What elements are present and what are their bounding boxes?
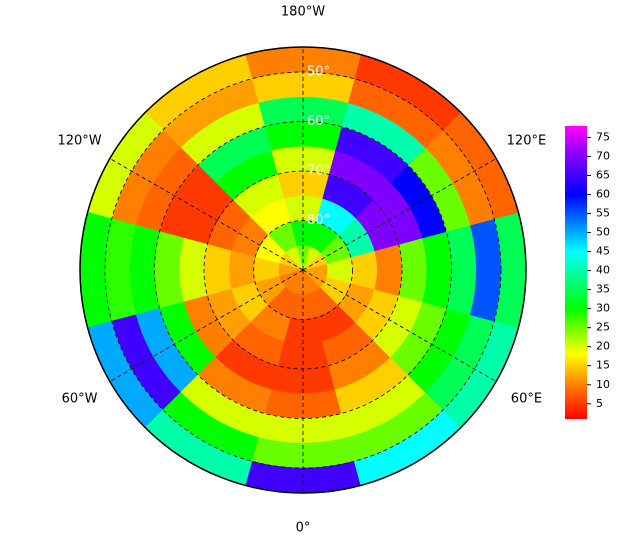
grid-cell <box>179 237 208 303</box>
colorbar-tick-label: 65 <box>596 168 610 181</box>
map-border <box>79 46 527 494</box>
colorbar: 5 10 15 20 25 30 35 40 45 50 55 60 65 70 75 <box>565 126 610 419</box>
grid-cell <box>154 231 184 309</box>
longitude-label: 60°E <box>511 392 542 407</box>
colorbar-tick-label: 10 <box>596 378 610 391</box>
colorbar-tick-label: 55 <box>596 207 610 220</box>
meridian-line <box>302 158 497 271</box>
colorbar-tick-label: 30 <box>596 302 610 315</box>
colorbar-tick-label: 45 <box>596 245 610 258</box>
grid-cell <box>374 244 403 296</box>
grid-cell <box>398 237 427 303</box>
latitude-label: 70° <box>307 164 330 179</box>
grid-cell <box>350 250 378 290</box>
colorbar-tick-label: 15 <box>596 359 610 372</box>
colorbar-tick-label: 50 <box>596 226 610 239</box>
latitude-label: 60° <box>307 114 330 129</box>
colorbar-tick-label: 20 <box>596 340 610 353</box>
longitude-label: 180°W <box>281 5 325 20</box>
colorbar-tick-label: 70 <box>596 149 610 162</box>
grid-cell <box>203 244 232 296</box>
longitude-label: 120°W <box>57 134 101 149</box>
meridian-line <box>109 269 304 382</box>
latitude-label: 80° <box>307 213 330 228</box>
colorbar-tick-label: 40 <box>596 264 610 277</box>
graticule <box>104 47 502 493</box>
meridian-line <box>109 158 304 271</box>
grid-cell <box>228 250 256 290</box>
longitude-label: 60°W <box>62 392 98 407</box>
meridian-line <box>302 269 497 382</box>
latitude-label: 50° <box>307 65 330 80</box>
grid-cell <box>422 231 452 309</box>
colorbar-tick-label: 25 <box>596 321 610 334</box>
colorbar-tick-label: 5 <box>596 397 603 410</box>
colorbar-tick-label: 35 <box>596 283 610 296</box>
longitude-label: 0° <box>296 521 311 536</box>
colorbar-ramp <box>565 126 587 419</box>
labels: 50° 60° 70° 80° 180°W 120°E 60°E 0° 60°W 120°W <box>57 5 546 536</box>
longitude-label: 120°E <box>507 134 547 149</box>
colorbar-tick-label: 60 <box>596 187 610 200</box>
colorbar-tick-label: 75 <box>596 130 610 143</box>
